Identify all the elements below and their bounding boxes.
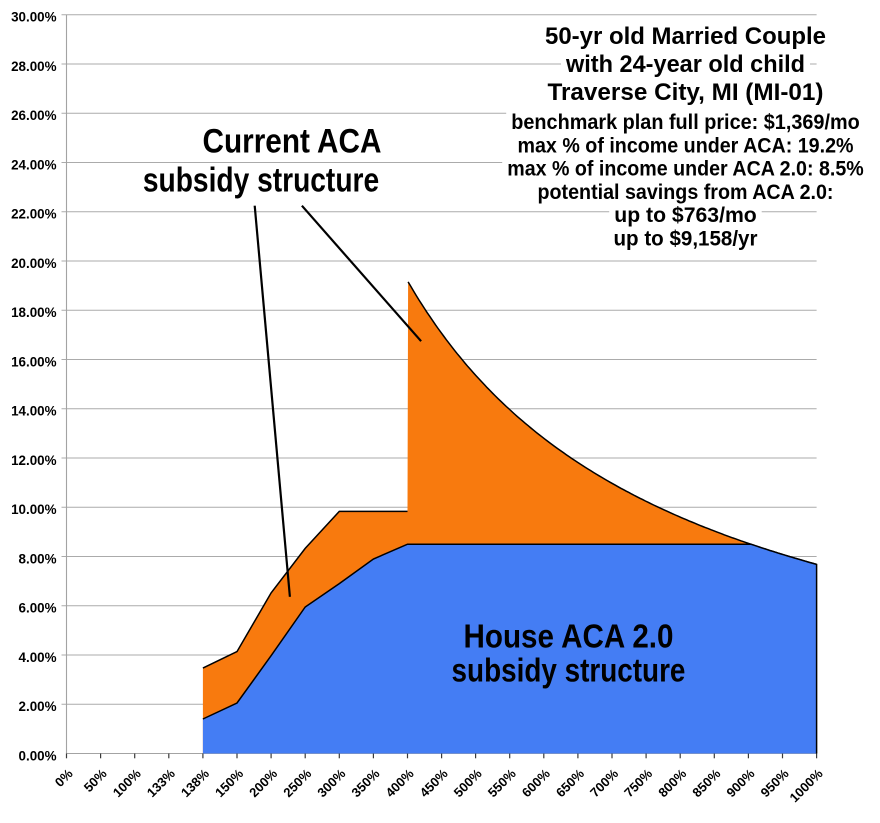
svg-text:House ACA 2.0: House ACA 2.0 bbox=[464, 617, 674, 654]
svg-text:potential savings from ACA 2.0: potential savings from ACA 2.0: bbox=[538, 181, 834, 204]
svg-text:8.00%: 8.00% bbox=[19, 551, 57, 566]
svg-text:2.00%: 2.00% bbox=[19, 699, 57, 714]
svg-text:30.00%: 30.00% bbox=[11, 10, 57, 25]
svg-text:subsidy structure: subsidy structure bbox=[452, 652, 686, 689]
svg-text:0.00%: 0.00% bbox=[19, 748, 57, 763]
svg-text:10.00%: 10.00% bbox=[11, 502, 57, 517]
svg-text:12.00%: 12.00% bbox=[11, 453, 57, 468]
svg-text:18.00%: 18.00% bbox=[11, 305, 57, 320]
svg-text:benchmark plan full price: $1,: benchmark plan full price: $1,369/mo bbox=[511, 111, 860, 134]
svg-text:14.00%: 14.00% bbox=[11, 404, 57, 419]
svg-text:max % of income under ACA 2.0:: max % of income under ACA 2.0: 8.5% bbox=[507, 158, 864, 181]
svg-text:26.00%: 26.00% bbox=[11, 108, 57, 123]
svg-text:6.00%: 6.00% bbox=[19, 601, 57, 616]
svg-text:50-yr old Married Couple: 50-yr old Married Couple bbox=[545, 23, 826, 50]
svg-text:4.00%: 4.00% bbox=[19, 650, 57, 665]
svg-text:24.00%: 24.00% bbox=[11, 157, 57, 172]
svg-text:Current ACA: Current ACA bbox=[203, 123, 382, 161]
svg-text:with 24-year old child: with 24-year old child bbox=[565, 51, 805, 78]
svg-text:up to $763/mo: up to $763/mo bbox=[614, 204, 757, 227]
svg-text:22.00%: 22.00% bbox=[11, 207, 57, 222]
svg-text:max % of income under ACA: 19.: max % of income under ACA: 19.2% bbox=[518, 134, 854, 157]
svg-text:28.00%: 28.00% bbox=[11, 59, 57, 74]
svg-text:Traverse City, MI (MI-01): Traverse City, MI (MI-01) bbox=[548, 79, 824, 106]
svg-text:subsidy structure: subsidy structure bbox=[143, 162, 379, 200]
svg-text:20.00%: 20.00% bbox=[11, 256, 57, 271]
svg-text:16.00%: 16.00% bbox=[11, 354, 57, 369]
svg-text:up to $9,158/yr: up to $9,158/yr bbox=[614, 228, 758, 251]
